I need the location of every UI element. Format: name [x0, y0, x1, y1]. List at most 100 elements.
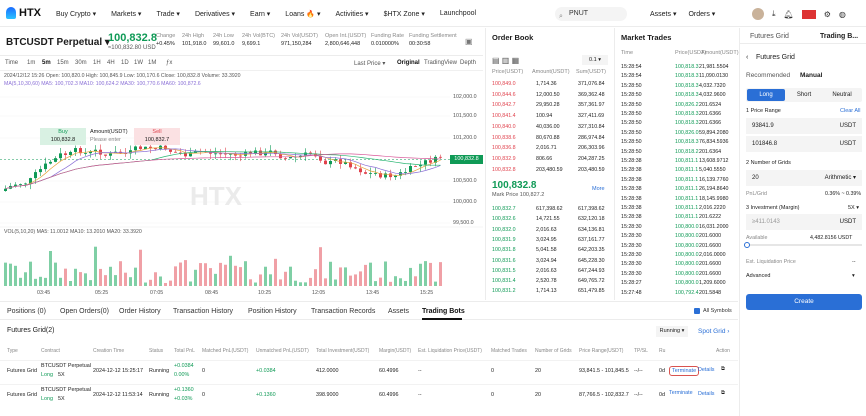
investment-slider[interactable] [744, 242, 862, 248]
tab-position-history[interactable]: Position History [248, 308, 297, 315]
ask-row[interactable]: 100,832.8 203,480.59 203,480.59 [492, 166, 605, 173]
share-icon[interactable]: ⧉ [721, 366, 725, 372]
share-icon[interactable]: ⧉ [721, 390, 725, 396]
ask-row[interactable]: 100,840.0 40,036.00 327,310.84 [492, 123, 605, 130]
clear-all-button[interactable]: Clear All [840, 108, 861, 114]
nav-item-buy-crypto[interactable]: Buy Crypto ▾ [56, 11, 97, 18]
ask-row[interactable]: 100,832.9 806.66 204,287.25 [492, 155, 605, 162]
spot-grid-link[interactable]: Spot Grid › [698, 328, 730, 335]
logo[interactable]: HTX [6, 7, 41, 19]
nav-item-earn[interactable]: Earn ▾ [250, 11, 271, 18]
last-price-dropdown[interactable]: Last Price ▾ [354, 61, 386, 67]
search-input[interactable]: ⌕ PNUT [555, 7, 627, 21]
interval-5m[interactable]: 5m [42, 60, 51, 66]
ob-more-link[interactable]: More [592, 186, 605, 192]
bid-row[interactable]: 100,831.4 2,520.78 649,765.72 [492, 278, 605, 285]
tab-transaction-history[interactable]: Transaction History [173, 308, 234, 315]
interval-30m[interactable]: 30m [75, 60, 87, 66]
bid-row[interactable]: 100,831.5 2,016.63 647,244.93 [492, 267, 605, 274]
interval-15m[interactable]: 15m [57, 60, 69, 66]
direction-short[interactable]: Short [796, 92, 812, 98]
ask-row[interactable]: 100,844.6 12,000.50 369,362.48 [492, 91, 605, 98]
back-icon[interactable]: ‹ [746, 54, 749, 61]
ask-row[interactable]: 100,842.7 29,950.28 357,361.97 [492, 102, 605, 109]
chart-sell-box[interactable]: Sell 100,832.7 [134, 128, 180, 145]
bid-row[interactable]: 100,831.8 5,041.58 642,203.35 [492, 247, 605, 254]
download-icon[interactable]: ⤓ [772, 9, 776, 18]
direction-long[interactable]: Long [747, 89, 785, 101]
indicator-icon[interactable]: ƒx [166, 60, 173, 66]
ask-row[interactable]: 100,849.0 1,714.36 371,076.84 [492, 81, 605, 87]
nav-item-trade[interactable]: Trade ▾ [156, 11, 180, 18]
price-high-input[interactable]: 101846.8 USDT [746, 136, 862, 152]
bid-row[interactable]: 100,831.9 3,024.95 637,161.77 [492, 236, 605, 243]
globe-icon[interactable]: ◍ [838, 9, 846, 19]
nav-item-loans[interactable]: Loans 🔥 ▾ [285, 11, 321, 18]
ask-row[interactable]: 100,841.4 100.94 327,411.69 [492, 113, 605, 120]
chevron-down-icon[interactable]: ▾ [852, 273, 855, 279]
book-mode-icons[interactable]: ▤ ▥ ▦ [492, 56, 520, 65]
details-link[interactable]: Details [698, 367, 715, 373]
view-original[interactable]: Original [397, 60, 420, 66]
bid-row[interactable]: 100,832.6 14,721.55 632,120.18 [492, 216, 605, 223]
leverage-select[interactable]: 5X ▾ [848, 205, 860, 211]
create-button[interactable]: Create [746, 294, 862, 310]
nav-orders[interactable]: Orders ▾ [688, 11, 716, 18]
interval-1w[interactable]: 1W [134, 60, 143, 66]
interval-1m[interactable]: 1m [27, 60, 36, 66]
chart-buy-box[interactable]: Buy 100,832.8 [40, 128, 86, 145]
interval-1d[interactable]: 1D [121, 60, 129, 66]
tab-order-history[interactable]: Order History [119, 308, 161, 315]
interval-time[interactable]: Time [5, 60, 19, 66]
pair-selector[interactable]: BTCUSDT Perpetual ▾ [6, 37, 110, 48]
bid-row[interactable]: 100,831.2 1,714.13 651,479.85 [492, 288, 605, 295]
details-link[interactable]: Details [698, 391, 715, 397]
tab-futures-grid[interactable]: Futures Grid [750, 33, 789, 40]
subtab-recommended[interactable]: Recommended [746, 72, 791, 79]
bid-row[interactable]: 100,832.0 2,016.63 634,136.81 [492, 226, 605, 233]
tab-assets[interactable]: Assets [388, 308, 410, 315]
tab-transaction-records[interactable]: Transaction Records [311, 308, 376, 315]
grid-num-input[interactable]: 20 Arithmetic ▾ [746, 170, 862, 186]
language-flag-icon[interactable] [801, 9, 816, 19]
nav-item-activities[interactable]: Activities ▾ [335, 11, 369, 18]
avatar[interactable] [752, 8, 764, 20]
right-tabs: Futures Grid Trading B... [740, 28, 866, 44]
investment-input[interactable]: ≥411.0143 USDT [746, 214, 862, 230]
bid-row[interactable]: 100,832.7 617,398.62 617,398.62 [492, 206, 605, 212]
status-filter[interactable]: Running ▾ [656, 326, 688, 337]
nav-item-markets[interactable]: Markets ▾ [111, 11, 142, 18]
settings-icon[interactable]: ⚙ [823, 9, 831, 19]
interval-4h[interactable]: 4H [107, 60, 115, 66]
volume-bar [364, 264, 367, 286]
precision-select[interactable]: 0.1 ▾ [582, 55, 608, 65]
view-tradingview[interactable]: TradingView [424, 60, 458, 66]
tab-trading-bots-right[interactable]: Trading B... [820, 33, 859, 40]
nav-item-derivatives[interactable]: Derivatives ▾ [194, 11, 236, 18]
nav-item-htx-zone[interactable]: $HTX Zone ▾ [383, 11, 425, 18]
nav-item-launchpool[interactable]: Launchpool [439, 10, 477, 17]
terminate-button[interactable]: Terminate [669, 366, 700, 376]
tab-open-orders[interactable]: Open Orders(0) [60, 308, 110, 315]
direction-neutral[interactable]: Neutral [832, 92, 852, 98]
layout-icon[interactable]: ▣ [465, 37, 473, 46]
view-depth[interactable]: Depth [460, 60, 477, 66]
bid-row[interactable]: 100,831.6 3,024.94 645,228.30 [492, 257, 605, 264]
bell-icon[interactable]: 🔔︎ [783, 9, 794, 19]
kline-chart[interactable]: 2024/12/12 15:26 Open: 100,820.0 High: 1… [0, 71, 483, 300]
terminate-button[interactable]: Terminate [669, 390, 693, 396]
interval-1m-month[interactable]: 1M [148, 60, 157, 66]
nav-assets[interactable]: Assets ▾ [650, 11, 677, 18]
ask-row[interactable]: 100,838.6 80,670.88 286,974.84 [492, 134, 605, 141]
tab-trading-bots[interactable]: Trading Bots [422, 308, 465, 315]
all-symbols-checkbox[interactable] [694, 308, 700, 314]
advanced-toggle[interactable]: Advanced [746, 273, 771, 279]
chart-amount-box[interactable]: Amount(USDT) Please enter [90, 129, 128, 143]
subtab-manual[interactable]: Manual [800, 72, 823, 79]
price-low-input[interactable]: 93841.9 USDT [746, 118, 862, 134]
volume-bar [109, 266, 112, 286]
tab-positions[interactable]: Positions (0) [7, 308, 46, 315]
slider-handle[interactable] [744, 242, 750, 248]
ask-row[interactable]: 100,836.8 2,016.71 206,303.96 [492, 145, 605, 152]
interval-1h[interactable]: 1H [93, 60, 101, 66]
